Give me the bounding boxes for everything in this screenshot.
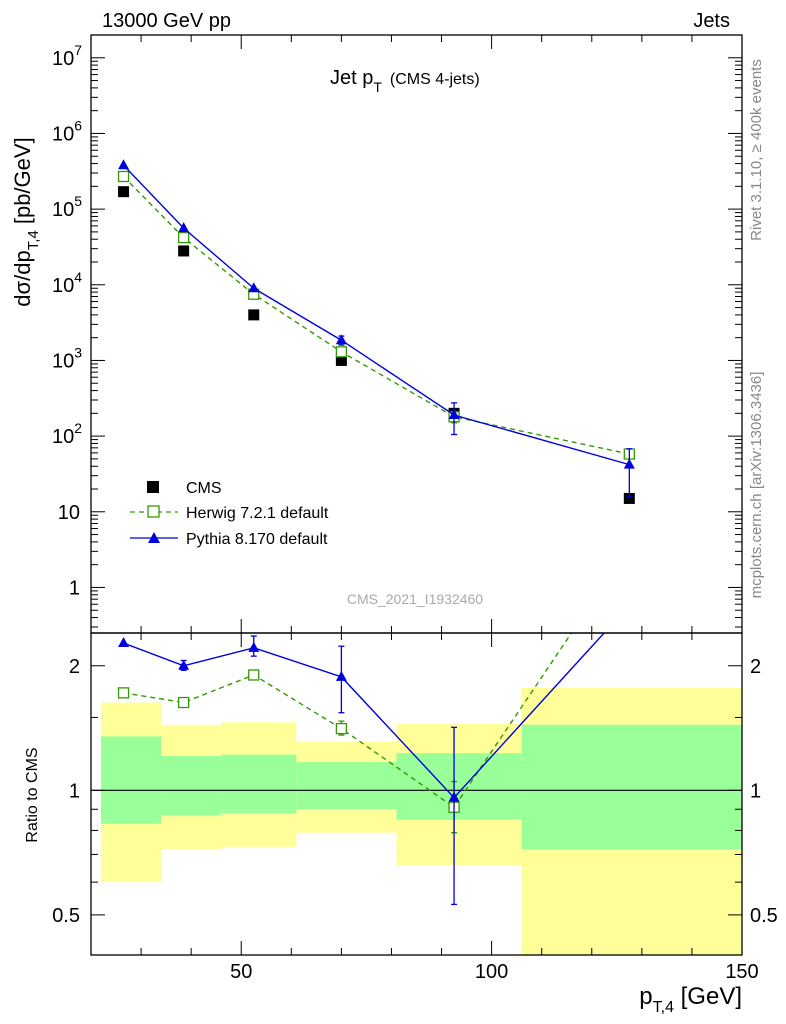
main-pythia-point [248,282,260,293]
rivet-version-label: Rivet 3.1.10, ≥ 400k events [748,59,765,241]
main-pythia-point [623,458,635,469]
main-y-axis-label: dσ/dpT,4 [pb/GeV] [10,137,42,306]
main-y-tick-label: 106 [52,117,82,145]
mcplots-label: mcplots.cern.ch [arXiv:1306.3436] [748,372,765,599]
main-herwig-point [177,231,190,244]
main-herwig-point [335,346,348,358]
ratio-plot-data [117,633,606,906]
ratio-y-axis-label: Ratio to CMS [24,747,41,842]
legend-herwig-marker [147,505,160,518]
main-y-tick-label: 102 [52,420,82,448]
ratio-inner-band [221,754,297,814]
main-cms-point [248,309,260,321]
legend-pythia-marker [148,532,160,543]
main-pythia-point [335,334,347,345]
main-herwig-point [117,170,130,183]
ratio-pythia-point [448,791,460,802]
legend-cms-marker [147,481,159,493]
main-pythia-point [178,222,190,233]
ratio-y-tick-label-left: 2 [69,656,80,678]
ratio-herwig-point [335,722,348,735]
ratio-pythia-point [178,659,190,670]
main-pythia-point [118,159,130,170]
category-label: Jets [693,10,730,32]
x-tick-label: 150 [725,961,758,983]
ratio-pythia-point [248,641,260,652]
x-axis-label: pT,4 [GeV] [639,983,742,1016]
ratio-inner-band [521,724,742,850]
ratio-herwig-point [248,669,260,681]
x-tick-label: 100 [475,961,508,983]
ratio-axis-ticks: 0.5 0.5 1 1 2 2 50 100 150 [52,633,778,983]
ratio-y-tick-label-right: 1 [750,780,761,802]
ratio-uncertainty-bands [101,687,742,955]
ratio-inner-band [101,736,162,824]
main-pythia-line [123,164,630,466]
main-y-tick-label: 105 [52,193,82,221]
legend-herwig-label: Herwig 7.2.1 default [186,505,329,522]
ratio-plot-frame [90,632,743,956]
ratio-y-tick-label-left: 1 [69,780,80,802]
main-cms-point [623,492,635,504]
ratio-pythia-line [123,633,606,799]
main-pythia-point [448,409,460,420]
main-y-tick-label: 107 [52,42,82,70]
ratio-y-tick-label-left: 0.5 [52,905,80,927]
ratio-inner-band [161,756,222,816]
main-y-tick-label: 10 [58,502,80,524]
main-plot-data [117,159,635,504]
main-y-tick-label: 1 [69,577,80,599]
ratio-y-tick-label-right: 0.5 [750,905,778,927]
main-cms-point [118,186,130,198]
main-y-tick-label: 104 [52,269,82,297]
plot-title: Jet pT (CMS 4-jets) [330,67,480,95]
ratio-inner-band [296,762,397,810]
main-cms-point [178,245,190,257]
x-tick-label: 50 [230,961,252,983]
legend-pythia-label: Pythia 8.170 default [186,531,328,548]
main-y-tick-label: 103 [52,344,82,372]
ratio-pythia-point [118,637,130,648]
ratio-herwig-point [117,687,130,699]
main-cms-point [335,354,347,366]
ratio-pythia-point [335,670,347,681]
main-herwig-line [123,175,630,455]
ratio-herwig-point [177,696,190,709]
legend-cms-label: CMS [186,480,222,497]
ratio-y-tick-label-right: 2 [750,656,761,678]
legend: CMS Herwig 7.2.1 default Pythia 8.170 de… [130,480,329,548]
analysis-watermark: CMS_2021_I1932460 [347,591,483,607]
collision-label: 13000 GeV pp [102,10,231,32]
